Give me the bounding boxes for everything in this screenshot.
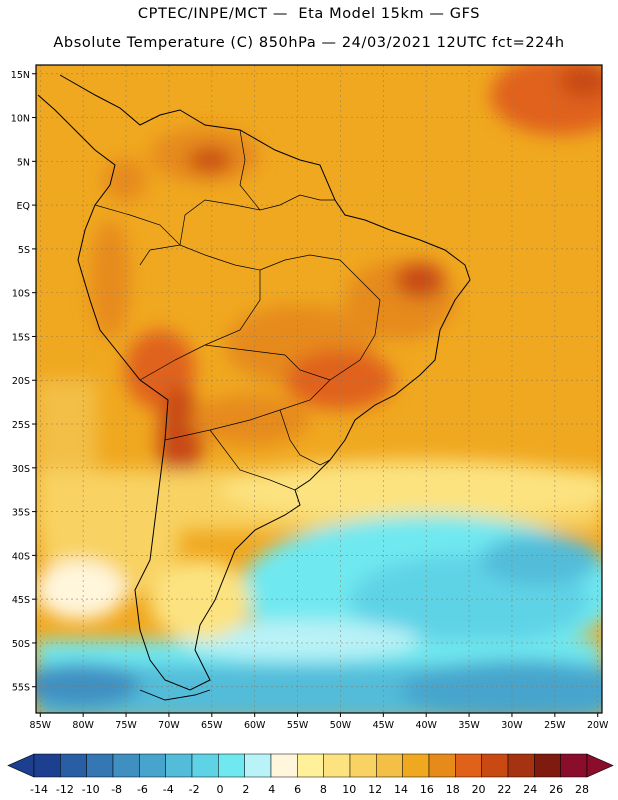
lat-label: 45S: [12, 595, 30, 606]
lat-label: 10N: [11, 114, 30, 125]
colorbar-label: 18: [446, 783, 460, 796]
lon-label: 85W: [30, 720, 52, 731]
lon-label: 75W: [115, 720, 137, 731]
colorbar-label: 4: [268, 783, 275, 796]
colorbar-swatch: [33, 753, 61, 778]
lon-label: 60W: [244, 720, 266, 731]
colorbar-label: -12: [56, 783, 74, 796]
colorbar-swatch: [428, 753, 456, 778]
lon-label: 65W: [201, 720, 223, 731]
colorbar-swatch: [323, 753, 351, 778]
lat-label: 15S: [12, 332, 30, 343]
lon-label: 30W: [501, 720, 523, 731]
lon-label: 50W: [330, 720, 352, 731]
colorbar-swatch: [481, 753, 509, 778]
lon-label: 20W: [587, 720, 609, 731]
map-field: [36, 65, 602, 713]
temperature-blobs: [36, 65, 602, 713]
colorbar-label: -6: [137, 783, 148, 796]
colorbar-swatch: [244, 753, 272, 778]
colorbar-swatch: [455, 753, 482, 778]
colorbar-label: 20: [472, 783, 486, 796]
lat-label: 40S: [12, 551, 30, 562]
colorbar-label: 6: [294, 783, 301, 796]
colorbar-swatch: [191, 753, 219, 778]
colorbar-swatch: [165, 753, 193, 778]
colorbar-swatch: [86, 753, 114, 778]
lat-label: EQ: [17, 201, 30, 212]
colorbar-swatch: [218, 753, 245, 778]
colorbar-swatch: [376, 753, 403, 778]
lat-label: 30S: [12, 464, 30, 475]
colorbar-swatch: [560, 753, 588, 778]
colorbar: -14 -12 -10 -8 -6 -4 -2 0 2 4 6 8 10 12 14 16 18 20 22 24 26…: [7, 753, 614, 796]
colorbar-label: -10: [82, 783, 100, 796]
lat-label: 25S: [12, 420, 30, 431]
colorbar-swatch: [139, 753, 166, 778]
lon-axis-labels: 85W 80W 75W 70W 65W 60W 55W 50W 45W 40W 35W 30W 25W 2…: [30, 720, 610, 731]
lon-label: 55W: [287, 720, 309, 731]
lat-label: 5N: [17, 157, 30, 168]
colorbar-swatch: [270, 753, 298, 778]
lon-label: 35W: [458, 720, 480, 731]
lat-label: 35S: [12, 508, 30, 519]
lat-axis-labels: 15N 10N 5N EQ 5S 10S 15S 20S 25S 30S 35S 40S 45S 50S 5…: [11, 70, 30, 694]
lat-label: 55S: [12, 683, 30, 694]
title-line-2: Absolute Temperature (C) 850hPa — 24/03/…: [53, 35, 565, 51]
coastline: [37, 74, 471, 701]
colorbar-label: 14: [394, 783, 408, 796]
colorbar-label: 2: [242, 783, 249, 796]
colorbar-label: -2: [189, 783, 200, 796]
lon-label: 40W: [415, 720, 437, 731]
map-frame: [35, 64, 603, 714]
colorbar-swatch: [402, 753, 430, 778]
lat-label: 20S: [12, 376, 30, 387]
lon-label: 80W: [72, 720, 94, 731]
colorbar-label: 12: [368, 783, 382, 796]
colorbar-label: 10: [342, 783, 356, 796]
colorbar-swatch: [297, 753, 324, 778]
lon-label: 45W: [373, 720, 395, 731]
lat-label: 10S: [12, 289, 30, 300]
colorbar-label: 16: [420, 783, 434, 796]
colorbar-label: -14: [30, 783, 48, 796]
colorbar-swatch: [112, 753, 140, 778]
colorbar-label: 26: [549, 783, 563, 796]
colorbar-swatch: [534, 753, 561, 778]
lon-label: 25W: [544, 720, 566, 731]
lat-label: 5S: [18, 245, 30, 256]
title-line-1: CPTEC/INPE/MCT — Eta Model 15km — GFS: [137, 6, 481, 22]
colorbar-label: 8: [320, 783, 327, 796]
colorbar-arrow-low: [7, 753, 35, 778]
colorbar-label: -8: [111, 783, 122, 796]
colorbar-swatch: [349, 753, 377, 778]
colorbar-arrow-high: [586, 753, 614, 778]
colorbar-swatch: [60, 753, 87, 778]
lon-label: 70W: [158, 720, 180, 731]
colorbar-label: 28: [575, 783, 589, 796]
blob-ne-hot: [560, 65, 602, 98]
axis-ticks: [32, 73, 599, 717]
colorbar-label: 22: [497, 783, 511, 796]
gridlines: [36, 65, 602, 713]
lat-label: 50S: [12, 639, 30, 650]
lat-label: 15N: [11, 70, 30, 81]
colorbar-swatch: [507, 753, 535, 778]
colorbar-label: -4: [163, 783, 174, 796]
colorbar-label: 24: [523, 783, 537, 796]
colorbar-label: 0: [217, 783, 224, 796]
